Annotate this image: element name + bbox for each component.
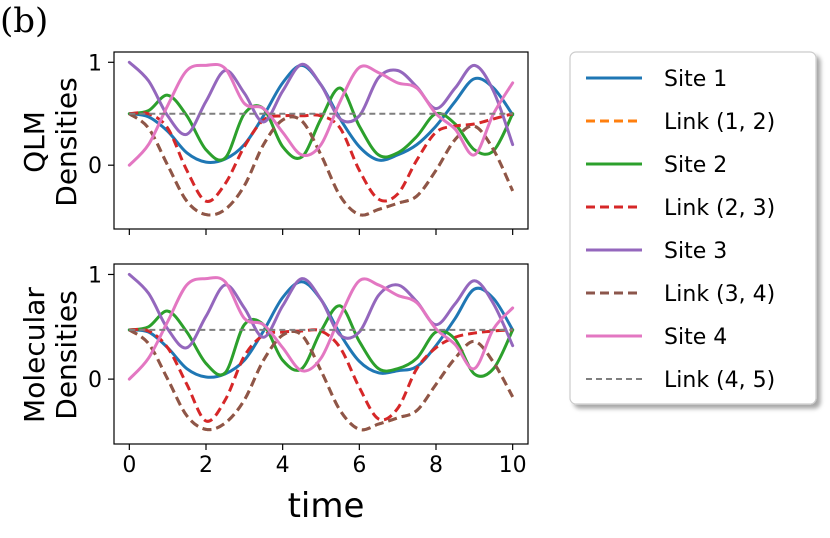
x-axis-label: time [288, 486, 365, 526]
bottom-x-tick-label-10: 10 [499, 453, 527, 478]
top-series-group [127, 60, 515, 217]
legend-label-link-4-5: Link (4, 5) [664, 368, 775, 393]
legend-entries: Site 1 Link (1, 2) Site 2 Link (2, 3) Site 3… [586, 67, 775, 393]
top-y-label-line-2: Densities [50, 77, 83, 206]
bottom-ticks: 0 2 4 6 8 10 0 1 [88, 263, 527, 478]
top-y-label: QLM Densities [18, 77, 83, 206]
bottom-series-site-4 [127, 276, 515, 381]
bottom-y-tick-label-0: 0 [88, 368, 102, 393]
legend-label-site-1: Site 1 [664, 67, 727, 92]
top-y-label-line-1: QLM [18, 111, 51, 173]
bottom-y-label-line-1: Molecular [18, 287, 51, 423]
panel-label: (b) [0, 1, 48, 41]
legend-label-site-4: Site 4 [664, 325, 727, 350]
legend: Site 1 Link (1, 2) Site 2 Link (2, 3) Site 3… [569, 51, 817, 405]
top-panel: QLM Densities 01 [18, 51, 529, 235]
bottom-x-tick-label-4: 4 [276, 453, 290, 478]
bottom-series-link-3-4 [128, 328, 514, 432]
legend-label-site-3: Site 3 [664, 239, 727, 264]
bottom-x-tick-label-0: 0 [122, 453, 136, 478]
legend-label-link-2-3: Link (2, 3) [664, 196, 775, 221]
top-y-tick-label-1: 1 [88, 51, 102, 76]
bottom-series-group [127, 272, 515, 432]
legend-label-link-3-4: Link (3, 4) [664, 282, 775, 307]
top-series-link-3-4 [128, 112, 515, 217]
legend-label-site-2: Site 2 [664, 153, 727, 178]
bottom-panel: Molecular Densities 0 2 4 6 8 10 0 1 time [18, 263, 529, 526]
top-series-site-3 [127, 60, 515, 147]
bottom-axes-frame [113, 263, 529, 445]
bottom-x-tick-label-6: 6 [352, 453, 366, 478]
bottom-x-tick-label-2: 2 [199, 453, 213, 478]
top-series-link-2-3 [129, 111, 514, 203]
bottom-x-tick-label-8: 8 [429, 453, 443, 478]
top-ticks: 01 [88, 51, 514, 235]
bottom-y-label: Molecular Densities [18, 287, 83, 423]
bottom-y-tick-label-1: 1 [88, 263, 102, 288]
legend-label-link-1-2: Link (1, 2) [664, 110, 775, 135]
bottom-y-label-line-2: Densities [50, 290, 83, 419]
bottom-series-site-3 [127, 272, 515, 350]
top-series-site-4 [127, 62, 515, 167]
top-axes-frame [113, 51, 529, 230]
legend-box [569, 51, 817, 405]
top-series-site-2 [127, 86, 515, 162]
top-y-tick-label-0: 0 [88, 154, 102, 179]
